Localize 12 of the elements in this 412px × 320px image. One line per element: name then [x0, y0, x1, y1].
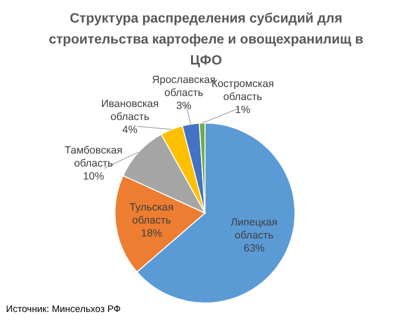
data-label: 1% — [235, 104, 250, 116]
data-label: 3% — [176, 100, 192, 112]
text: Источник: Минсельхоз РФ — [6, 304, 121, 315]
slice-label: Ивановская область — [101, 98, 159, 123]
data-label: 4% — [122, 124, 138, 136]
data-label: 10% — [83, 170, 104, 182]
slice-label: Липецкая область — [230, 216, 278, 242]
data-label: 63% — [244, 242, 265, 254]
chart-title: Структура распределения субсидий для строительства картофеле и овощехранилищ в ЦФО — [48, 10, 364, 68]
slice-label: Тульская область — [130, 202, 174, 227]
slice-label: Тамбовская область — [64, 144, 122, 170]
data-label: 18% — [141, 228, 162, 240]
